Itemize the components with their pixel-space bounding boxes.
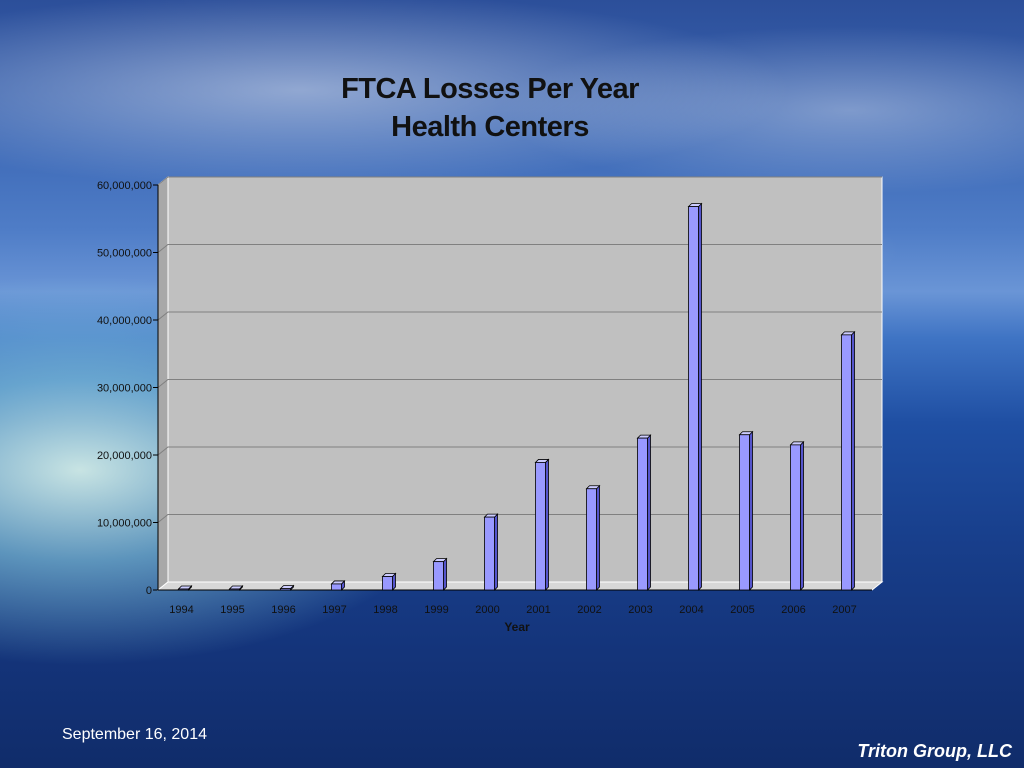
x-tick-label: 2002 — [577, 604, 601, 616]
bar-side — [494, 513, 498, 591]
x-tick-label: 1996 — [271, 604, 295, 616]
y-tick-label: 0 — [146, 585, 152, 597]
gridline — [157, 379, 882, 388]
x-tick-label: 1997 — [322, 604, 346, 616]
bar-2006 — [790, 444, 801, 591]
bar-2002 — [586, 488, 597, 591]
bar-side — [596, 484, 600, 591]
plot-floor — [156, 581, 884, 591]
bar-side — [443, 557, 447, 591]
bar-2004 — [688, 206, 699, 591]
bar-2000 — [484, 516, 495, 591]
x-tick-label: 2006 — [781, 604, 805, 616]
x-tick-label: 2001 — [526, 604, 550, 616]
x-tick-label: 2000 — [475, 604, 499, 616]
bar-side — [851, 330, 855, 591]
bar-side — [749, 430, 753, 591]
footer-brand: Triton Group, LLC — [857, 741, 1012, 761]
x-tick-label: 2004 — [679, 604, 703, 616]
bar-side — [698, 202, 702, 591]
footer-date: September 16, 2014 — [62, 726, 207, 743]
title-line-2: Health Centers — [391, 111, 589, 143]
bar-1995 — [229, 588, 240, 591]
y-tick-label: 60,000,000 — [97, 180, 152, 192]
bar-side — [647, 434, 651, 591]
bar-1997 — [331, 583, 342, 591]
y-tick-label: 50,000,000 — [97, 248, 152, 260]
x-tick-label: 2007 — [832, 604, 856, 616]
bar-side — [545, 458, 549, 591]
x-tick-label: 1994 — [169, 604, 193, 616]
bar-1996 — [280, 588, 291, 591]
x-tick-label: 1999 — [424, 604, 448, 616]
bar-2007 — [841, 334, 852, 591]
gridline — [157, 244, 882, 253]
bar-side — [800, 440, 804, 591]
bar-1999 — [433, 561, 444, 591]
x-axis-title: Year — [504, 620, 530, 634]
x-tick-label: 2005 — [730, 604, 754, 616]
y-tick-label: 40,000,000 — [97, 315, 152, 327]
gridline — [157, 176, 882, 186]
slide-title: FTCA Losses Per Year Health Centers — [0, 70, 980, 146]
bar-1998 — [382, 576, 393, 591]
y-tick-label: 30,000,000 — [97, 383, 152, 395]
title-line-1: FTCA Losses Per Year — [341, 73, 639, 105]
bar-2001 — [535, 462, 546, 591]
x-tick-label: 1995 — [220, 604, 244, 616]
bar-2003 — [637, 437, 648, 591]
y-tick-label: 20,000,000 — [97, 450, 152, 462]
gridline — [157, 311, 882, 321]
bar-2005 — [739, 434, 750, 591]
x-tick-label: 1998 — [373, 604, 397, 616]
y-tick-label: 10,000,000 — [97, 518, 152, 530]
x-tick-label: 2003 — [628, 604, 652, 616]
bar-1994 — [178, 588, 189, 591]
